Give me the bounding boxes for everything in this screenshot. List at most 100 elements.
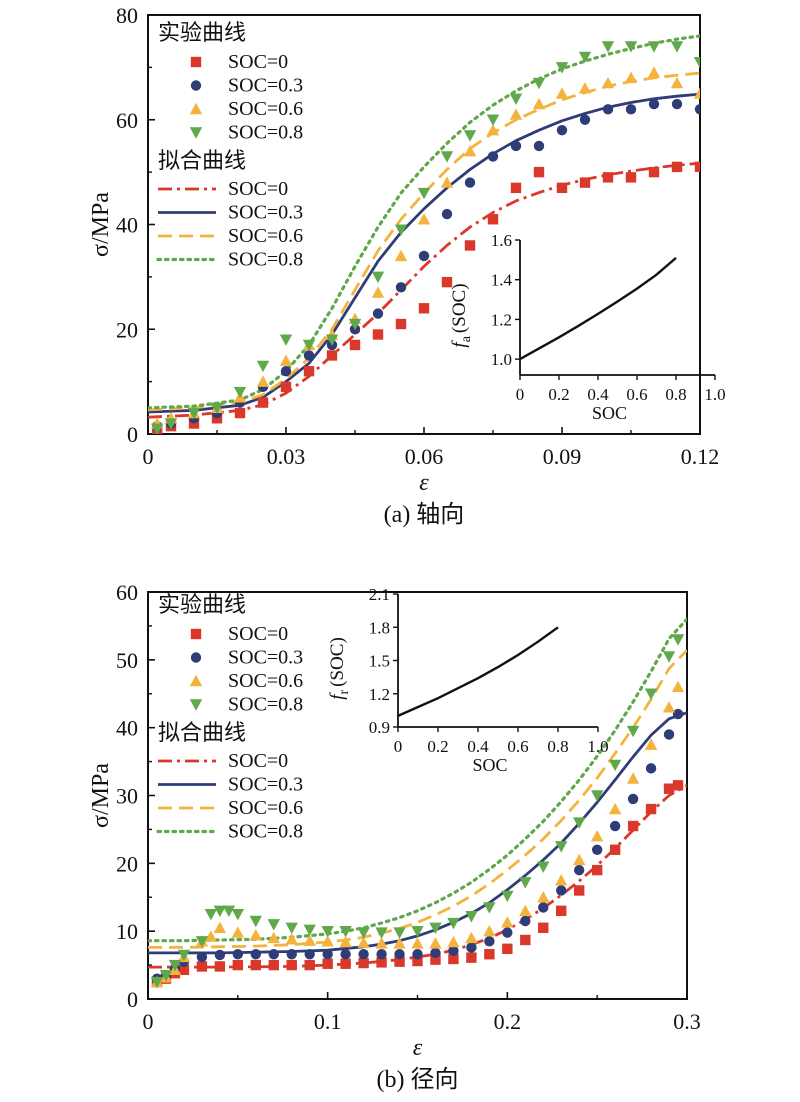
data-point-series-3 <box>151 423 164 434</box>
legend-title-experimental: 实验曲线 <box>158 20 246 45</box>
data-point-series-0 <box>609 844 621 855</box>
data-point-series-3 <box>339 925 352 938</box>
data-point-series-1 <box>671 98 683 110</box>
y-tick-label: 0 <box>127 987 138 1012</box>
data-point-series-0 <box>602 172 614 183</box>
data-point-series-0 <box>466 952 477 963</box>
data-point-series-1 <box>694 104 700 115</box>
y-tick-label: 40 <box>116 716 138 741</box>
data-point-series-2 <box>670 76 684 89</box>
data-point-series-3 <box>168 959 182 972</box>
data-point-series-0 <box>418 303 430 314</box>
data-point-series-3 <box>447 917 460 930</box>
legend-label: SOC=0.3 <box>228 75 303 97</box>
legend-label: SOC=0.3 <box>228 202 303 224</box>
data-point-series-0 <box>671 161 683 173</box>
data-point-series-3 <box>671 634 685 646</box>
data-point-series-3 <box>213 905 227 918</box>
data-point-series-2 <box>231 926 245 938</box>
data-point-series-2 <box>463 144 477 157</box>
data-point-series-3 <box>647 41 661 53</box>
figure-caption: (a) 轴向 <box>384 501 465 528</box>
inset-y-tick-label: 1.5 <box>369 652 390 671</box>
data-point-series-3 <box>601 41 615 53</box>
data-point-series-2 <box>662 701 676 713</box>
data-point-series-3 <box>233 386 247 399</box>
inset-x-tick-label: 0.6 <box>626 385 647 404</box>
data-point-series-2 <box>429 937 442 949</box>
data-point-series-3 <box>555 62 569 74</box>
data-point-series-2 <box>394 249 408 262</box>
data-point-series-1 <box>372 308 384 319</box>
data-point-series-1 <box>487 151 499 162</box>
y-tick-label: 50 <box>116 648 138 673</box>
data-point-series-0 <box>556 905 567 917</box>
data-point-series-2 <box>501 916 514 928</box>
data-point-series-2 <box>357 936 370 948</box>
data-point-series-3 <box>348 318 362 331</box>
data-point-series-1 <box>304 949 315 960</box>
legend-label: SOC=0.6 <box>228 225 303 247</box>
inset-x-tick-label: 0.8 <box>547 737 568 756</box>
data-point-series-0 <box>448 953 459 965</box>
data-point-series-3 <box>279 334 293 346</box>
x-axis-label: ε <box>413 1035 423 1061</box>
data-point-series-0 <box>487 214 499 225</box>
data-point-series-3 <box>231 909 245 921</box>
data-point-series-1 <box>556 125 568 136</box>
data-point-series-0 <box>214 961 226 972</box>
x-tick-label: 0.1 <box>314 1009 342 1034</box>
data-point-series-3 <box>532 77 546 90</box>
data-point-series-2 <box>693 87 700 99</box>
legend-label: SOC=0.6 <box>228 670 303 692</box>
data-point-series-1 <box>250 949 261 960</box>
legend-label: SOC=0.8 <box>228 694 303 716</box>
data-point-series-2 <box>608 802 622 815</box>
data-point-series-3 <box>195 936 209 948</box>
data-point-series-0 <box>502 943 513 955</box>
data-point-series-0 <box>645 803 657 815</box>
data-point-series-1 <box>286 949 297 960</box>
legend-marker <box>189 699 203 711</box>
x-tick-label: 0.3 <box>673 1009 701 1034</box>
data-point-series-3 <box>159 970 173 982</box>
inset-y-tick-label: 0.9 <box>369 718 390 737</box>
data-point-series-2 <box>393 937 406 949</box>
fitted-curve-series-7 <box>148 34 700 410</box>
data-point-series-0 <box>280 381 292 393</box>
data-point-series-2 <box>483 924 496 937</box>
legend-marker <box>190 56 202 68</box>
data-point-series-3 <box>394 224 408 236</box>
data-point-series-2 <box>440 176 454 188</box>
inset-y-tick-label: 2.1 <box>369 585 390 604</box>
data-point-series-3 <box>608 759 622 772</box>
data-point-series-0 <box>358 957 369 969</box>
data-point-series-2 <box>532 97 546 110</box>
data-point-series-0 <box>579 177 591 188</box>
inset-y-tick-label: 1.0 <box>491 350 512 369</box>
data-point-series-2 <box>647 66 661 78</box>
data-point-series-0 <box>625 172 637 183</box>
data-point-series-3 <box>411 925 424 938</box>
data-point-series-2 <box>249 929 262 941</box>
data-point-series-2 <box>256 375 270 387</box>
data-point-series-3 <box>578 51 592 64</box>
data-point-series-0 <box>538 922 549 933</box>
x-axis-label: ε <box>419 470 429 496</box>
data-point-series-3 <box>302 339 316 352</box>
inset-y-tick-label: 1.4 <box>491 271 513 290</box>
data-point-series-3 <box>509 93 523 105</box>
data-point-series-2 <box>411 937 424 949</box>
data-point-series-3 <box>483 902 496 914</box>
legend-label: SOC=0.8 <box>228 249 303 271</box>
data-point-series-3 <box>519 877 532 889</box>
data-point-series-0 <box>178 964 190 976</box>
x-tick-label: 0.12 <box>681 444 720 469</box>
data-point-series-2 <box>590 830 604 842</box>
data-point-series-0 <box>484 949 495 960</box>
data-point-series-1 <box>340 949 351 960</box>
legend-marker <box>190 80 202 91</box>
legend-marker <box>190 652 202 663</box>
data-point-series-2 <box>465 931 478 944</box>
data-point-series-0 <box>520 934 531 946</box>
